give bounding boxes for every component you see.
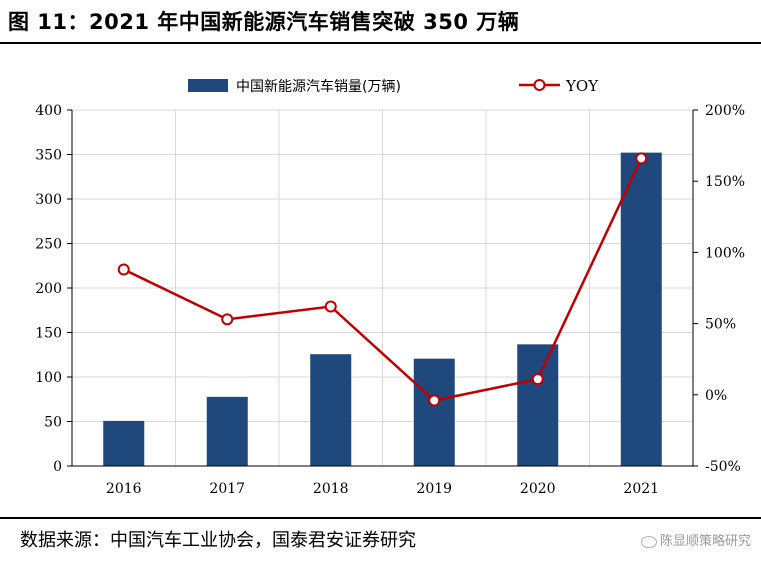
figure-title: 图 11：2021 年中国新能源汽车销售突破 350 万辆 — [8, 10, 520, 34]
y-tick-left-label: 300 — [35, 192, 62, 208]
y-tick-left-label: 50 — [44, 415, 62, 431]
y-tick-left-label: 400 — [35, 103, 62, 119]
bar — [517, 344, 559, 466]
legend-bar-label: 中国新能源汽车销量(万辆) — [236, 78, 401, 95]
bar — [206, 396, 248, 466]
x-tick-label: 2016 — [106, 481, 142, 497]
yoy-point — [221, 313, 234, 326]
legend-line-label: YOY — [565, 77, 599, 95]
x-tick-label: 2019 — [416, 481, 452, 497]
yoy-point — [324, 300, 337, 313]
yoy-point — [635, 152, 648, 165]
legend-line-marker — [533, 79, 546, 91]
bar — [413, 358, 455, 466]
y-tick-right-label: 200% — [705, 103, 745, 119]
yoy-point — [531, 373, 544, 386]
y-tick-left-label: 200 — [35, 281, 62, 297]
bar — [103, 420, 145, 466]
bar — [310, 354, 352, 466]
y-tick-right-label: 50% — [705, 317, 736, 333]
watermark: 陈显顺策略研究 — [640, 530, 751, 549]
wechat-icon — [640, 535, 657, 548]
watermark-text: 陈显顺策略研究 — [659, 534, 751, 549]
source-note: 数据来源：中国汽车工业协会，国泰君安证券研究 — [20, 530, 416, 551]
y-tick-left-label: 350 — [35, 148, 62, 164]
y-tick-left-label: 0 — [53, 459, 62, 475]
x-tick-label: 2018 — [313, 481, 349, 497]
x-tick-label: 2020 — [520, 481, 556, 497]
x-tick-label: 2021 — [623, 481, 659, 497]
title-rule — [0, 42, 761, 44]
yoy-point — [117, 263, 130, 276]
y-tick-left-label: 250 — [35, 237, 62, 253]
y-tick-left-label: 150 — [35, 326, 62, 342]
y-tick-left-label: 100 — [35, 370, 62, 386]
y-tick-right-label: 0% — [705, 388, 727, 404]
yoy-point — [428, 394, 441, 407]
y-tick-right-label: 150% — [705, 174, 745, 190]
y-tick-right-label: 100% — [705, 245, 745, 261]
x-tick-label: 2017 — [209, 481, 245, 497]
yoy-line — [123, 157, 643, 402]
legend-bar-swatch — [188, 79, 228, 92]
source-rule — [0, 517, 761, 519]
bar — [620, 152, 662, 467]
y-tick-right-label: -50% — [705, 459, 741, 475]
